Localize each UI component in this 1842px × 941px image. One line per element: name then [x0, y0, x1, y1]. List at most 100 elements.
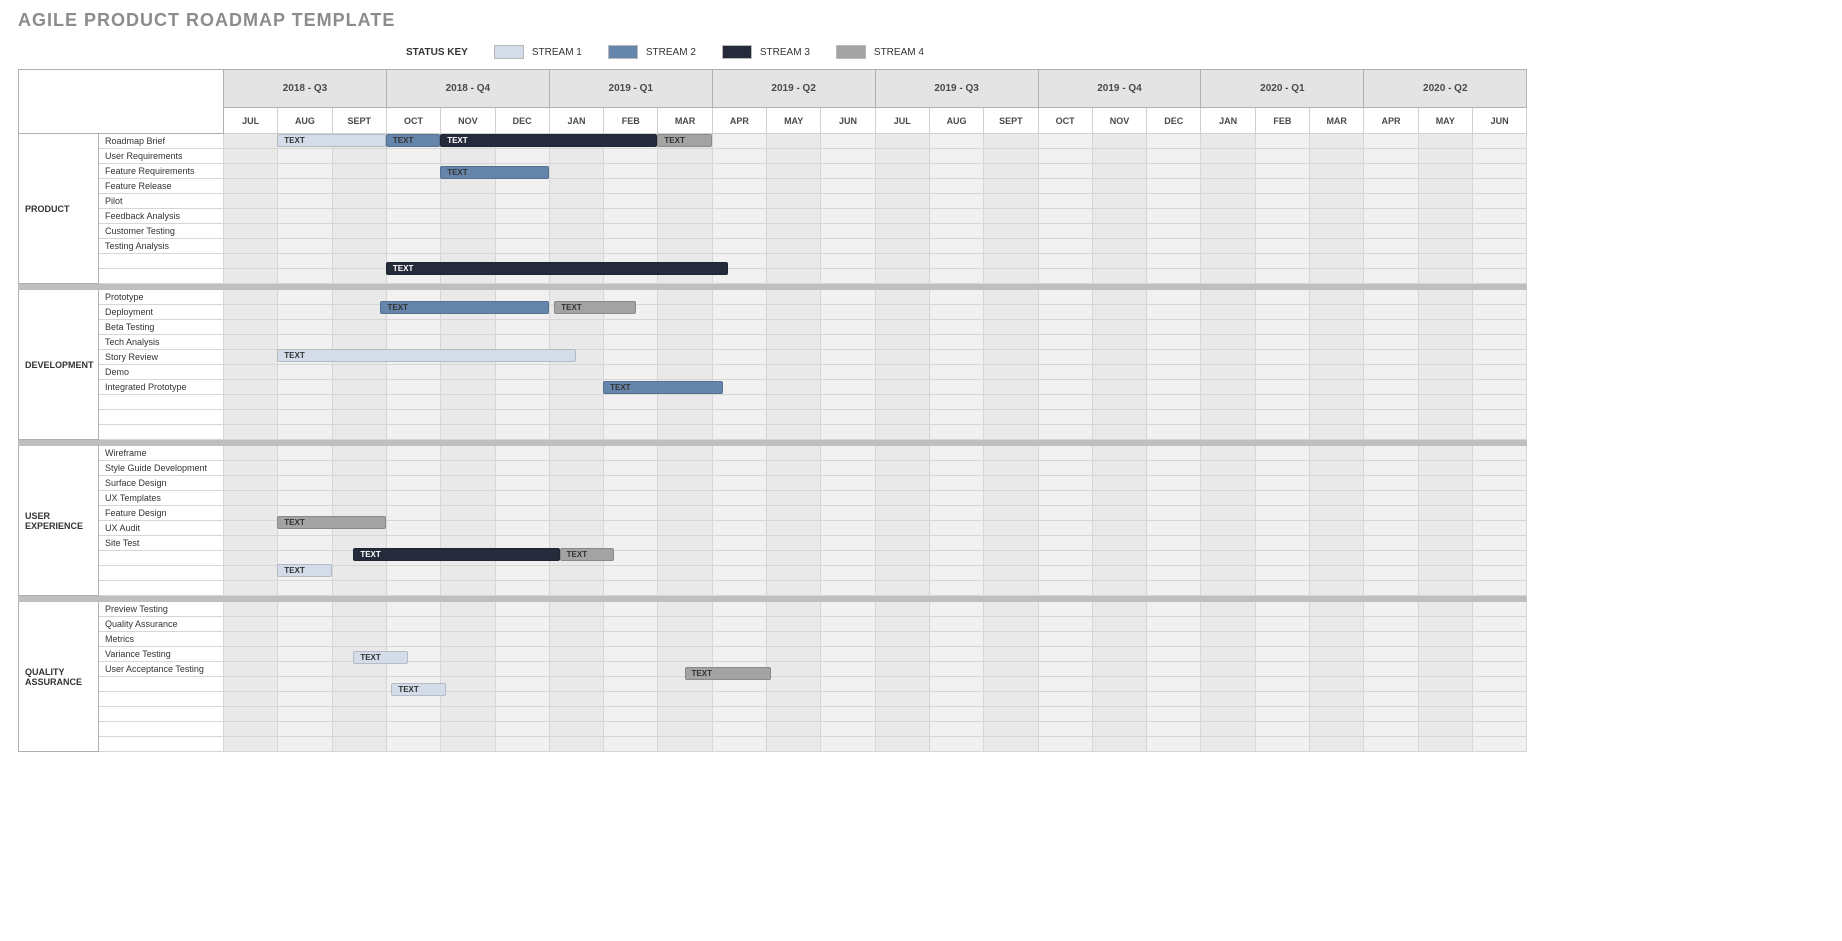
grid-cell	[1418, 662, 1472, 677]
gantt-bar[interactable]: TEXT	[380, 301, 548, 314]
grid-cell	[929, 566, 983, 581]
task-row	[19, 254, 1527, 269]
grid-cell	[712, 209, 766, 224]
grid-cell	[1418, 506, 1472, 521]
grid-cell	[1255, 179, 1309, 194]
grid-cell	[1147, 566, 1201, 581]
grid-cell	[1038, 581, 1092, 596]
grid-cell	[1310, 602, 1364, 617]
legend-label: STREAM 4	[874, 47, 924, 58]
grid-cell	[495, 692, 549, 707]
grid-cell	[821, 551, 875, 566]
grid-cell	[1038, 305, 1092, 320]
grid-cell	[1201, 602, 1255, 617]
grid-cell	[1472, 521, 1526, 536]
gantt-bar[interactable]: TEXT	[386, 134, 440, 147]
grid-cell	[929, 521, 983, 536]
grid-cell	[332, 566, 386, 581]
gantt-bar[interactable]: TEXT	[386, 262, 728, 275]
grid-cell	[929, 134, 983, 149]
grid-cell	[495, 506, 549, 521]
grid-cell	[658, 425, 712, 440]
grid-cell	[984, 395, 1038, 410]
grid-cell	[1364, 239, 1418, 254]
gantt-bar[interactable]: TEXT	[685, 667, 772, 680]
quarter-header: 2019 - Q4	[1038, 70, 1201, 108]
gantt-bar[interactable]: TEXT	[277, 516, 386, 529]
gantt-bar[interactable]: TEXT	[353, 548, 559, 561]
grid-cell	[1147, 149, 1201, 164]
grid-cell	[821, 491, 875, 506]
grid-cell	[224, 581, 278, 596]
grid-cell	[1092, 179, 1146, 194]
gantt-bar[interactable]: TEXT	[391, 683, 445, 696]
legend-item: STREAM 2	[608, 45, 696, 59]
grid-cell	[929, 617, 983, 632]
grid-cell	[929, 692, 983, 707]
grid-cell	[386, 320, 440, 335]
grid-cell	[1092, 617, 1146, 632]
grid-cell	[767, 476, 821, 491]
gantt-bar[interactable]: TEXT	[277, 134, 386, 147]
grid-cell	[658, 365, 712, 380]
grid-cell	[441, 707, 495, 722]
grid-cell	[1092, 425, 1146, 440]
grid-cell	[549, 566, 603, 581]
grid-cell	[1472, 425, 1526, 440]
grid-cell	[495, 476, 549, 491]
grid-cell	[1092, 692, 1146, 707]
grid-cell	[495, 491, 549, 506]
grid-cell	[1038, 380, 1092, 395]
grid-cell	[712, 506, 766, 521]
grid-cell	[1201, 536, 1255, 551]
legend-label: STREAM 2	[646, 47, 696, 58]
grid-cell	[1201, 365, 1255, 380]
gantt-bar[interactable]: TEXT	[277, 349, 576, 362]
grid-cell	[441, 521, 495, 536]
grid-cell	[1310, 425, 1364, 440]
grid-cell	[604, 662, 658, 677]
grid-cell	[278, 581, 332, 596]
task-cell: Demo	[99, 365, 224, 380]
task-cell: Variance Testing	[99, 647, 224, 662]
grid-cell	[386, 380, 440, 395]
grid-cell	[1472, 566, 1526, 581]
grid-cell	[767, 506, 821, 521]
grid-cell	[386, 617, 440, 632]
grid-cell	[1201, 551, 1255, 566]
grid-cell	[1364, 536, 1418, 551]
month-header: SEPT	[332, 108, 386, 134]
grid-cell	[767, 461, 821, 476]
quarter-header: 2020 - Q2	[1364, 70, 1527, 108]
grid-cell	[441, 722, 495, 737]
grid-cell	[1310, 320, 1364, 335]
gantt-bar[interactable]: TEXT	[440, 166, 549, 179]
grid-cell	[1147, 536, 1201, 551]
gantt-bar[interactable]: TEXT	[277, 564, 331, 577]
grid-cell	[821, 506, 875, 521]
grid-cell	[1255, 491, 1309, 506]
grid-cell	[278, 164, 332, 179]
gantt-bar[interactable]: TEXT	[603, 381, 722, 394]
grid-cell	[1038, 647, 1092, 662]
grid-cell	[495, 320, 549, 335]
grid-cell	[875, 446, 929, 461]
grid-cell	[1310, 647, 1364, 662]
grid-cell	[767, 209, 821, 224]
gantt-bar[interactable]: TEXT	[560, 548, 614, 561]
gantt-bar[interactable]: TEXT	[554, 301, 635, 314]
grid-cell	[984, 224, 1038, 239]
grid-cell	[1147, 647, 1201, 662]
grid-cell	[604, 647, 658, 662]
grid-cell	[1255, 380, 1309, 395]
grid-cell	[984, 551, 1038, 566]
grid-cell	[875, 647, 929, 662]
gantt-bar[interactable]: TEXT	[353, 651, 407, 664]
grid-cell	[1147, 491, 1201, 506]
grid-cell	[1418, 269, 1472, 284]
grid-cell	[712, 350, 766, 365]
grid-cell	[549, 632, 603, 647]
gantt-bar[interactable]: TEXT	[657, 134, 711, 147]
grid-cell	[549, 149, 603, 164]
gantt-bar[interactable]: TEXT	[440, 134, 657, 147]
